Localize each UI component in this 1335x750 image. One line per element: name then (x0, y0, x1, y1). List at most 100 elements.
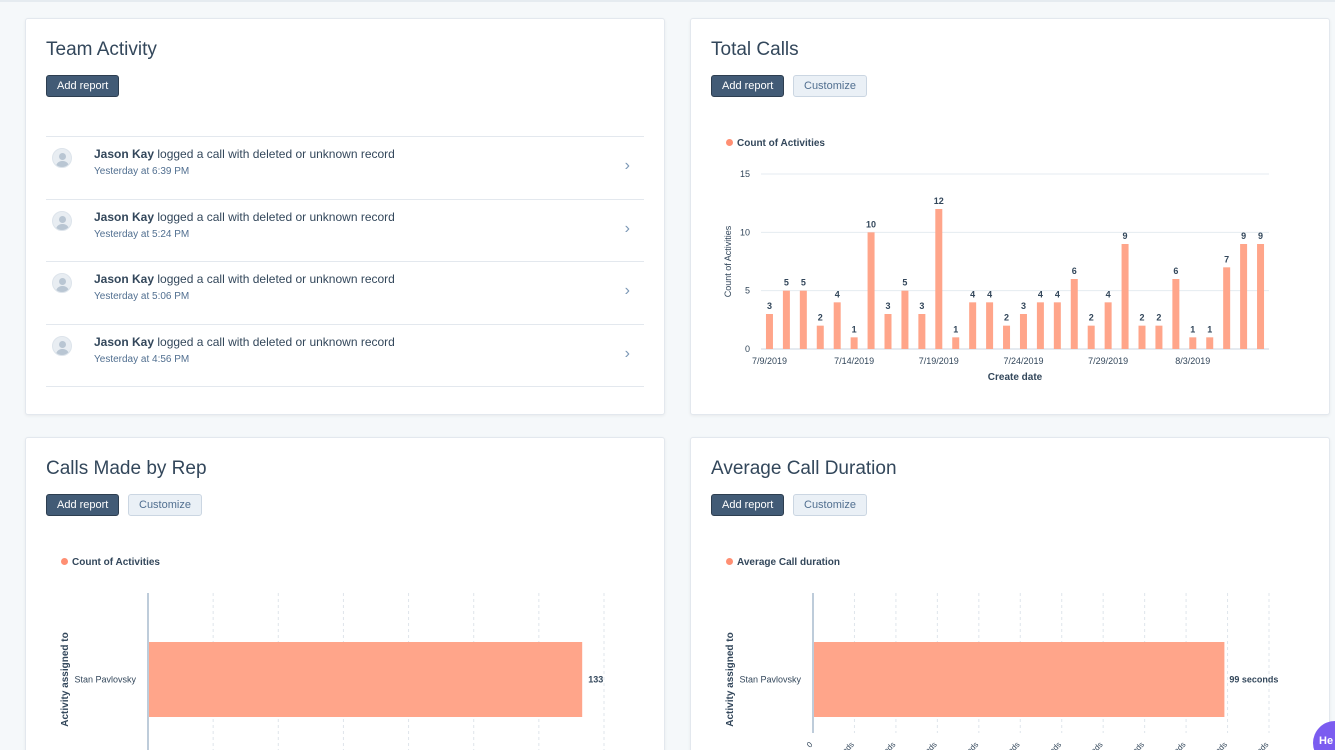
card-title: Team Activity (46, 39, 157, 60)
card-title: Average Call Duration (711, 458, 897, 479)
data-label: 1 (852, 324, 857, 334)
chart-bar (935, 209, 943, 349)
x-tick-label: 80 seconds (1111, 740, 1146, 750)
y-tick-label: 15 (740, 169, 750, 179)
x-tick-label: 100 seconds (1191, 740, 1229, 750)
team-activity-card: Team Activity Add report Jason Kay logge… (25, 18, 665, 415)
chart-bar (1104, 302, 1112, 349)
chart-bar (884, 314, 892, 349)
top-divider (0, 0, 1335, 2)
chart-bar (782, 290, 790, 349)
activity-user[interactable]: Jason Kay (94, 147, 155, 161)
activity-user[interactable]: Jason Kay (94, 272, 155, 286)
data-label: 10 (866, 219, 876, 229)
chart-bar (816, 325, 824, 349)
data-label: 4 (970, 289, 975, 299)
data-label: 1 (953, 324, 958, 334)
data-label: 4 (1038, 289, 1043, 299)
chart-bar (952, 337, 960, 349)
x-tick-label: 60 seconds (1028, 740, 1063, 750)
chart-bar (850, 337, 858, 349)
data-label: 5 (784, 278, 789, 288)
chart-bar (1257, 244, 1265, 349)
chart-bar (1053, 302, 1061, 349)
x-tick-label: 20 seconds (862, 740, 897, 750)
activity-item[interactable]: Jason Kay logged a call with deleted or … (46, 325, 644, 387)
data-label: 3 (1021, 301, 1026, 311)
x-tick-label: 50 seconds (986, 740, 1021, 750)
chart-bar (1172, 279, 1180, 349)
activity-item[interactable]: Jason Kay logged a call with deleted or … (46, 262, 644, 325)
chart-legend[interactable]: Average Call duration (726, 557, 840, 568)
chevron-right-icon[interactable]: › (624, 282, 630, 299)
add-report-button[interactable]: Add report (46, 494, 120, 516)
chevron-right-icon[interactable]: › (624, 157, 630, 174)
customize-button[interactable]: Customize (128, 494, 202, 516)
chart-bar (814, 642, 1225, 717)
y-axis-title: Activity assigned to (725, 632, 736, 726)
data-label: 2 (1156, 313, 1161, 323)
activity-user[interactable]: Jason Kay (94, 209, 155, 224)
customize-button[interactable]: Customize (793, 494, 867, 516)
add-report-button[interactable]: Add report (711, 75, 785, 97)
chart-bar (1138, 325, 1146, 349)
category-label: Stan Pavlovsky (739, 675, 801, 685)
y-axis-title: Count of Activities (723, 225, 733, 297)
chart-bar (918, 314, 926, 349)
legend-label: Count of Activities (72, 557, 160, 568)
data-label: 12 (934, 196, 944, 206)
x-tick-label: 7/14/2019 (834, 356, 874, 366)
activity-text: Jason Kay logged a call with deleted or … (94, 335, 395, 349)
activity-time: Yesterday at 4:56 PM (94, 353, 190, 365)
card-title: Total Calls (711, 39, 799, 60)
category-label: Stan Pavlovsky (74, 675, 136, 685)
activity-text: Jason Kay logged a call with deleted or … (94, 210, 395, 224)
activity-action: logged a call with deleted or unknown re… (154, 147, 395, 161)
data-label: 5 (801, 278, 806, 288)
data-label: 4 (1055, 289, 1060, 299)
data-label: 4 (835, 289, 840, 299)
customize-button[interactable]: Customize (793, 75, 867, 97)
avatar-icon (52, 273, 72, 293)
data-label: 6 (1173, 266, 1178, 276)
x-tick-label: 7/24/2019 (1003, 356, 1043, 366)
chart-bar (1019, 314, 1027, 349)
y-tick-label: 10 (740, 227, 750, 237)
chart-bar (799, 290, 807, 349)
chart-legend[interactable]: Count of Activities (61, 557, 160, 568)
chart-bar (1036, 302, 1044, 349)
activity-list: Jason Kay logged a call with deleted or … (46, 136, 644, 387)
total-calls-chart: 0 5 10 15 3 5 5 2 4 1 10 3 5 3 12 1 4 4 2 3 4 4 6 2 4 9 2 2 6 1 1 7 9 9 7/… (723, 169, 1269, 383)
data-label: 4 (987, 289, 992, 299)
x-tick-label: 40 seconds (945, 740, 980, 750)
data-label: 9 (1258, 231, 1263, 241)
card-title: Calls Made by Rep (46, 458, 207, 479)
y-tick-label: 5 (745, 286, 750, 296)
y-axis-title: Activity assigned to (60, 632, 71, 726)
chevron-right-icon[interactable]: › (624, 344, 630, 362)
chart-legend[interactable]: Count of Activities (726, 138, 825, 149)
activity-text: Jason Kay logged a call with deleted or … (94, 147, 395, 161)
activity-item[interactable]: Jason Kay logged a call with deleted or … (46, 137, 644, 200)
activity-action: logged a call with deleted or unknown re… (154, 209, 395, 224)
data-label: 99 seconds (1229, 675, 1278, 685)
avatar-icon (52, 335, 72, 356)
chart-bar (1206, 337, 1214, 349)
data-label: 4 (1106, 289, 1111, 299)
data-label: 2 (1004, 313, 1009, 323)
chart-bar (1240, 244, 1248, 349)
data-label: 9 (1123, 231, 1128, 241)
help-chat-button[interactable]: He (1313, 721, 1335, 750)
add-report-button[interactable]: Add report (711, 494, 785, 516)
chevron-right-icon[interactable]: › (624, 219, 630, 237)
activity-user[interactable]: Jason Kay (94, 334, 155, 349)
data-label: 1 (1190, 324, 1195, 334)
chart-bar (1003, 325, 1011, 349)
legend-dot-icon (61, 558, 68, 565)
activity-text: Jason Kay logged a call with deleted or … (94, 272, 395, 286)
activity-item[interactable]: Jason Kay logged a call with deleted or … (46, 200, 644, 262)
data-label: 6 (1072, 266, 1077, 276)
add-report-button[interactable]: Add report (46, 75, 120, 97)
